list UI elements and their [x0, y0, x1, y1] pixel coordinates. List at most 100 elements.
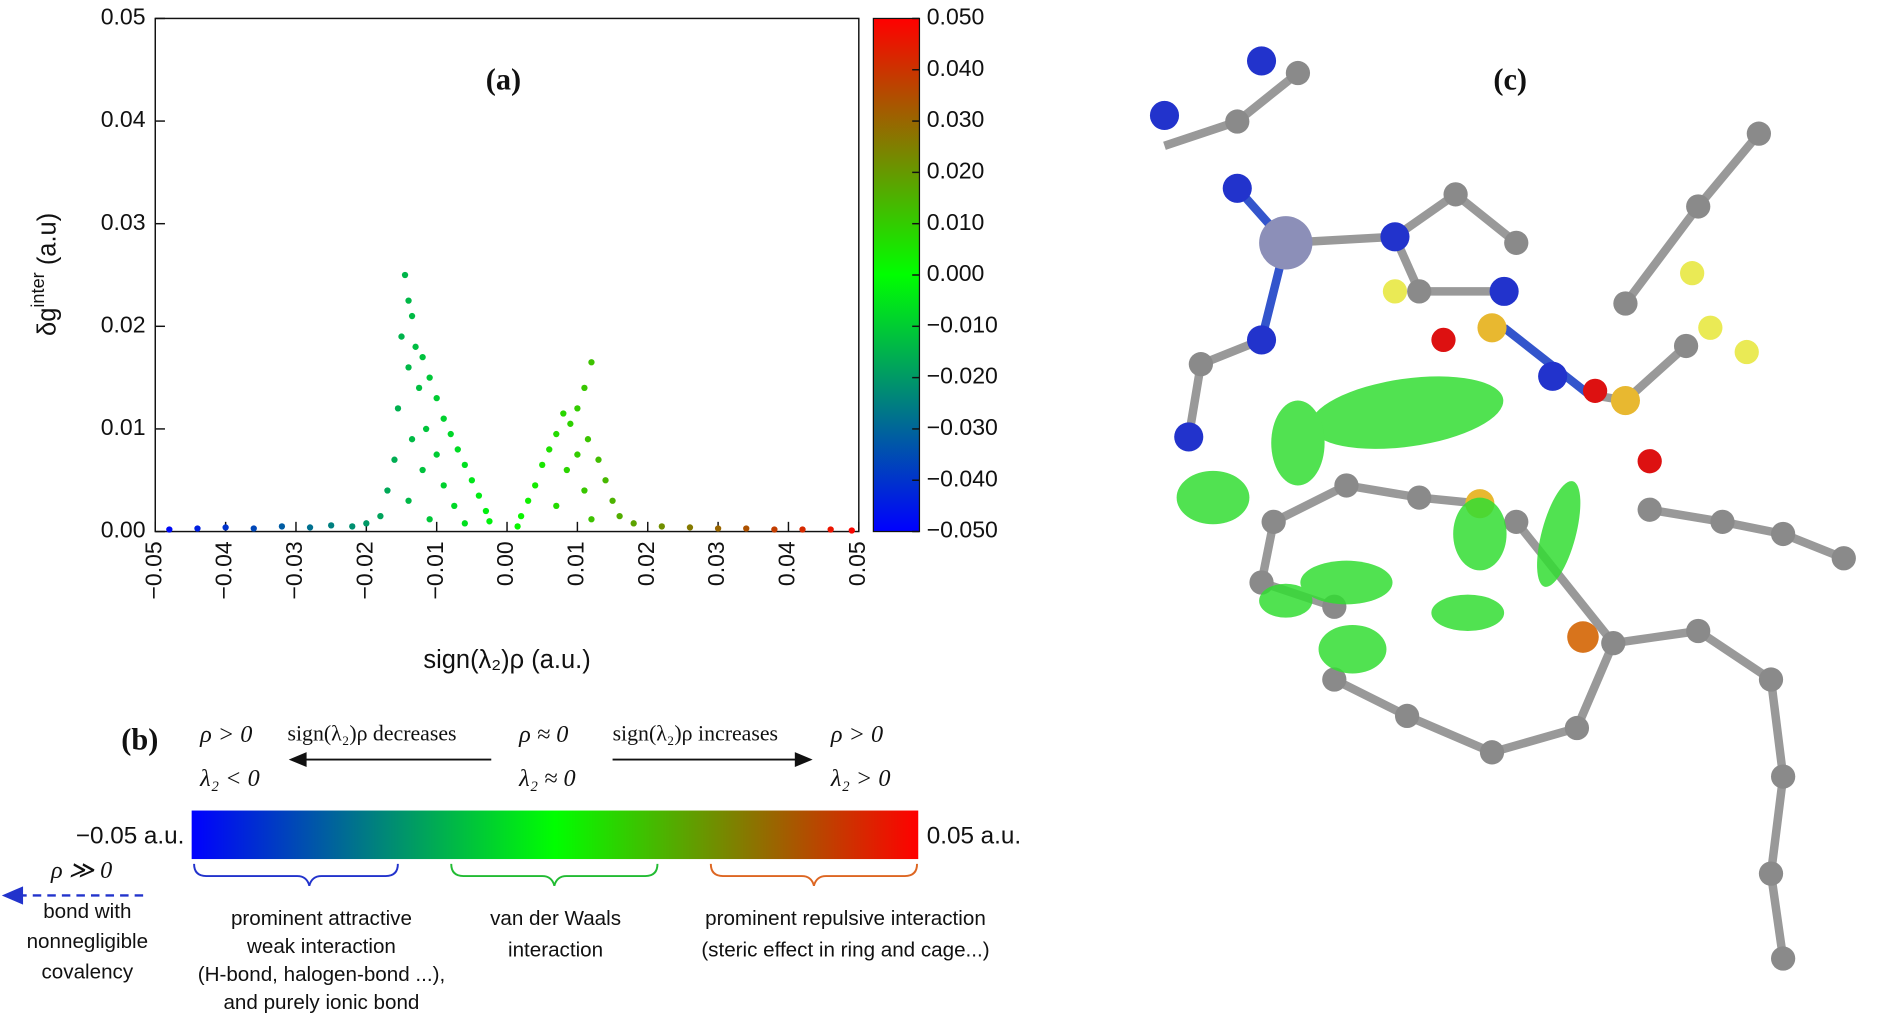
scale-label: sign(λ₂)ρ decreases	[287, 721, 456, 745]
point	[630, 520, 637, 527]
x-tick-label: 0.00	[492, 541, 518, 586]
point	[563, 466, 570, 474]
point	[581, 487, 588, 494]
attractive-line: weak interaction	[246, 935, 396, 958]
y-tick-label: 0.00	[101, 517, 146, 543]
colorbar-tick-label: −0.010	[927, 311, 998, 337]
attractive-line: (H-bond, halogen-bond ...),	[198, 963, 445, 986]
scale-min: −0.05 a.u.	[76, 823, 185, 850]
point	[419, 466, 426, 474]
x-tick-label: 0.01	[562, 541, 588, 586]
scale-label: ρ > 0	[199, 721, 252, 748]
scale-max: 0.05 a.u.	[927, 823, 1021, 850]
point	[574, 451, 581, 458]
scale-label: λ₂ < 0	[199, 765, 260, 792]
point	[468, 477, 476, 484]
point	[363, 520, 370, 527]
point	[451, 502, 458, 510]
point	[384, 487, 391, 494]
point	[482, 507, 490, 515]
colorbar-tick-label: 0.050	[927, 4, 985, 30]
y-tick-label: 0.02	[101, 311, 146, 337]
point	[799, 526, 806, 533]
scale-label: ρ ≫ 0	[50, 857, 112, 884]
repulsive-line: prominent repulsive interaction	[705, 907, 986, 930]
colorbar-tick-label: 0.020	[927, 157, 985, 183]
point	[827, 526, 834, 533]
y-tick-label: 0.01	[101, 414, 146, 440]
panel-c-title: (c)	[1493, 63, 1527, 97]
point	[377, 513, 384, 520]
point	[581, 384, 588, 392]
colorbar-tick-label: 0.010	[927, 209, 985, 235]
point	[415, 384, 423, 392]
repulsive-line: (steric effect in ring and cage...)	[701, 939, 989, 962]
point	[194, 525, 201, 532]
colorbar-tick-label: 0.000	[927, 260, 985, 286]
point	[412, 343, 419, 350]
x-tick-label: 0.04	[774, 541, 800, 586]
scale-label: ρ ≈ 0	[518, 721, 568, 748]
point	[686, 524, 694, 531]
point	[588, 516, 595, 523]
molecule-atoms	[1149, 46, 1759, 653]
point	[433, 394, 440, 402]
molecule-carbons	[1188, 60, 1856, 971]
y-axis-label: δginter (a.u)	[28, 213, 62, 336]
point	[602, 477, 609, 484]
point	[401, 271, 409, 279]
point	[560, 410, 567, 417]
colorbar-tick-label: 0.030	[927, 106, 985, 132]
x-axis-label: sign(λ₂)ρ (a.u.)	[423, 646, 590, 674]
point	[440, 415, 447, 422]
point	[433, 451, 440, 458]
y-axis-label-part: inter	[28, 272, 48, 307]
point	[405, 297, 412, 304]
y-tick-label: 0.05	[101, 4, 146, 30]
point	[398, 333, 405, 340]
colorbar-tick-label: −0.020	[927, 363, 998, 389]
point	[461, 461, 468, 468]
point	[222, 524, 229, 531]
point	[419, 353, 426, 361]
point	[553, 502, 560, 510]
point	[394, 405, 402, 412]
point	[524, 497, 532, 504]
colorbar-tick-label: −0.050	[927, 517, 998, 543]
point	[514, 523, 521, 530]
braces	[193, 863, 919, 887]
point	[532, 482, 539, 489]
nci-surfaces	[1176, 376, 1581, 674]
y-axis-label-part: δg	[33, 308, 61, 336]
point	[278, 523, 286, 530]
point	[408, 436, 416, 443]
point	[405, 364, 412, 371]
point	[743, 525, 750, 532]
point	[349, 523, 356, 530]
panel-a-title: (a)	[486, 63, 521, 97]
point	[475, 492, 483, 499]
arrows	[288, 752, 813, 768]
point	[454, 446, 461, 453]
point	[440, 482, 447, 489]
point	[166, 526, 173, 533]
point	[584, 436, 592, 443]
colorbar-tick-label: −0.030	[927, 414, 998, 440]
dashed-arrow	[1, 886, 144, 905]
scale-label: λ₂ > 0	[830, 765, 891, 792]
attractive-line: and purely ionic bond	[223, 991, 419, 1014]
x-tick-label: 0.03	[703, 541, 729, 586]
point	[447, 430, 454, 438]
x-tick-label: −0.01	[422, 541, 448, 599]
point	[408, 312, 416, 320]
bond-line: nonnegligible	[27, 930, 148, 953]
point	[250, 525, 257, 532]
scale-label: λ₂ ≈ 0	[518, 765, 576, 792]
point	[658, 523, 665, 530]
x-tick-label: −0.04	[211, 541, 237, 599]
point	[553, 430, 560, 438]
point	[391, 456, 398, 463]
x-tick-label: 0.05	[844, 541, 870, 586]
